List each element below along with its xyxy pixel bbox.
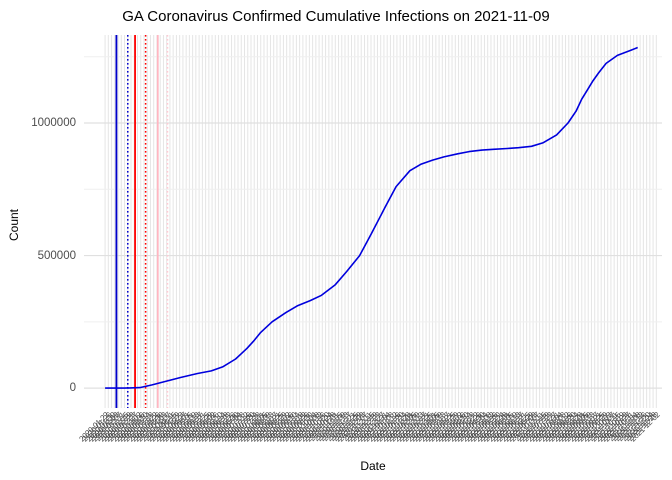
y-tick-label: 1000000 [31,117,76,129]
plot-panel [84,35,662,408]
series-line [105,46,638,389]
x-axis-title: Date [360,459,386,473]
chart-title: GA Coronavirus Confirmed Cumulative Infe… [122,8,550,25]
y-axis-title: Count [7,208,21,242]
y-tick-label: 0 [69,382,76,395]
y-tick-label: 500000 [37,249,76,262]
